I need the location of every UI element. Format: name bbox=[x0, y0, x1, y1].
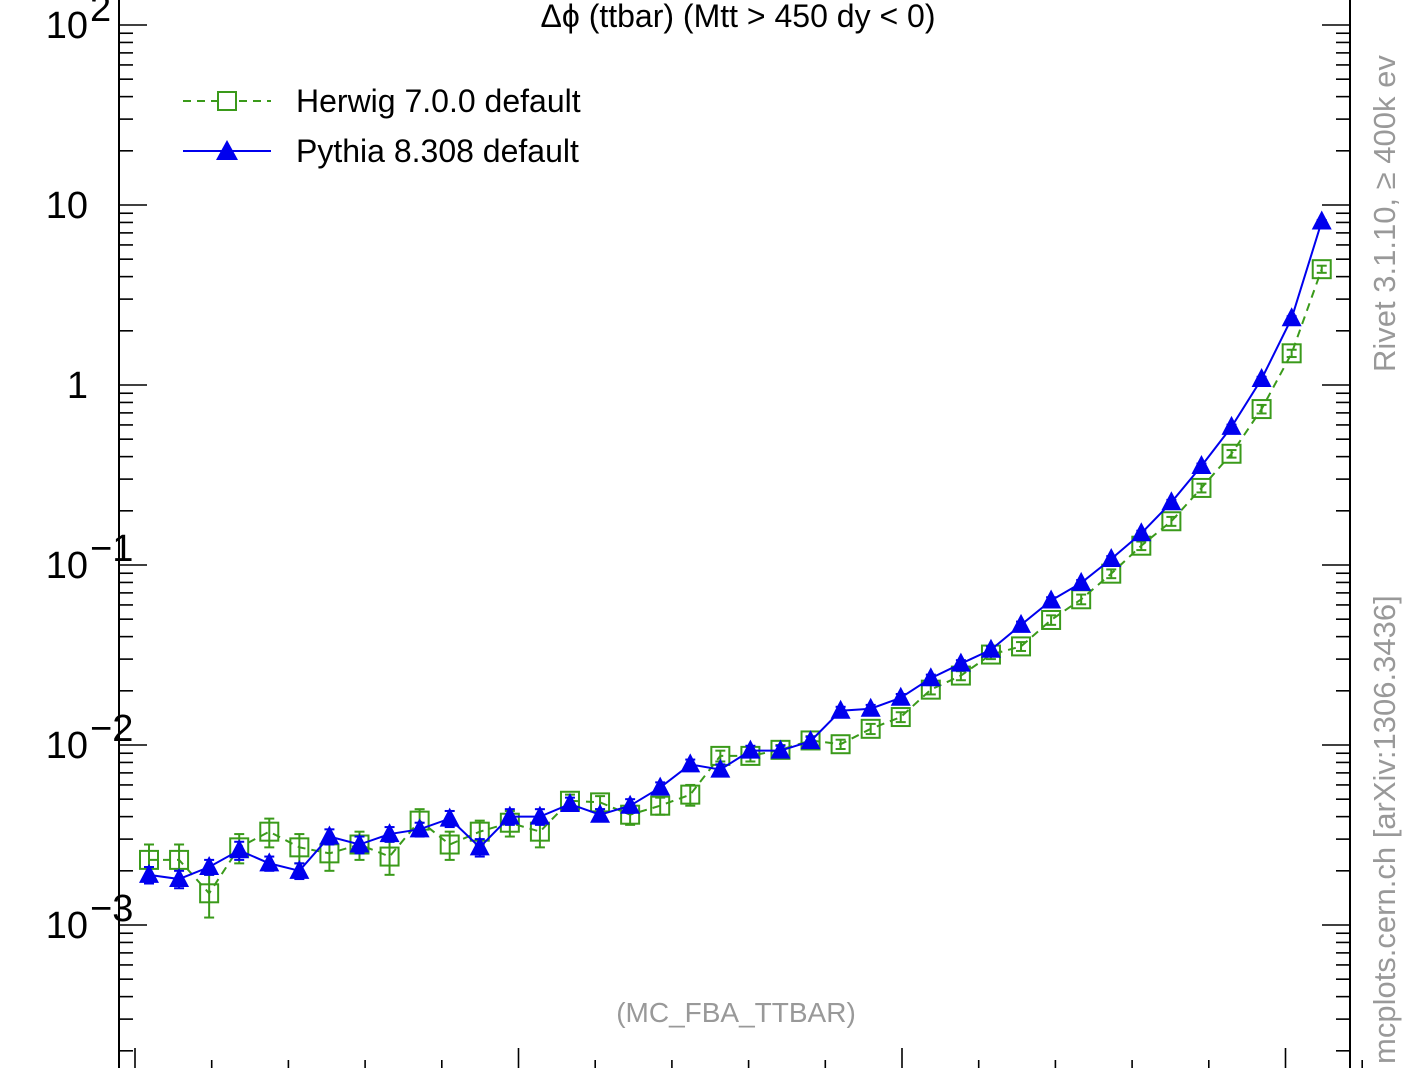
y-tick-exponent: −3 bbox=[90, 888, 133, 930]
y-tick-exponent: −1 bbox=[90, 528, 133, 570]
data-point bbox=[830, 734, 851, 755]
data-point bbox=[1101, 547, 1122, 567]
series-1 bbox=[139, 210, 1332, 890]
data-point bbox=[980, 638, 1001, 658]
y-tick-label: 10 bbox=[46, 185, 88, 227]
plot-frame bbox=[118, 0, 1351, 1068]
data-point bbox=[1281, 343, 1302, 364]
side-label-mcplots: mcplots.cern.ch [arXiv:1306.3436] bbox=[1367, 595, 1402, 1064]
data-point bbox=[1251, 399, 1272, 420]
data-point bbox=[529, 805, 550, 825]
series-line bbox=[149, 268, 1323, 895]
data-point bbox=[1311, 210, 1332, 230]
data-point bbox=[650, 776, 671, 796]
data-point bbox=[680, 784, 701, 805]
data-point bbox=[439, 807, 460, 827]
data-point bbox=[920, 667, 941, 687]
side-label-rivet: Rivet 3.1.10, ≥ 400k ev bbox=[1367, 55, 1402, 372]
data-point bbox=[1071, 571, 1092, 591]
data-point bbox=[710, 758, 731, 778]
series-line bbox=[148, 221, 1323, 881]
legend-herwig-label: Herwig 7.0.0 default bbox=[296, 83, 581, 119]
data-point bbox=[800, 730, 821, 750]
data-point bbox=[680, 753, 701, 773]
data-point bbox=[1161, 491, 1182, 511]
data-point bbox=[650, 795, 671, 816]
data-point bbox=[1161, 511, 1182, 532]
data-point bbox=[860, 718, 881, 739]
y-tick-label: 10 bbox=[46, 5, 88, 47]
data-point bbox=[379, 846, 400, 867]
data-point bbox=[229, 839, 250, 859]
series-0 bbox=[139, 259, 1332, 919]
y-tick-exponent: −2 bbox=[90, 708, 133, 750]
analysis-watermark: (MC_FBA_TTBAR) bbox=[616, 997, 856, 1028]
data-point bbox=[199, 856, 220, 876]
data-point bbox=[259, 852, 280, 872]
data-point bbox=[1311, 259, 1332, 280]
data-point bbox=[1251, 367, 1272, 387]
data-point bbox=[499, 805, 520, 825]
data-point bbox=[1221, 443, 1242, 464]
legend-pythia-label: Pythia 8.308 default bbox=[296, 133, 579, 169]
data-point bbox=[1131, 522, 1152, 542]
data-point bbox=[259, 821, 280, 842]
data-point bbox=[740, 739, 761, 759]
data-point bbox=[559, 793, 580, 813]
data-point bbox=[439, 834, 460, 855]
axis-ticks bbox=[119, 24, 1363, 1068]
data-point bbox=[1191, 477, 1212, 498]
data-point bbox=[169, 868, 190, 888]
legend: Herwig 7.0.0 default Pythia 8.308 defaul… bbox=[183, 83, 581, 169]
legend-pythia-marker bbox=[216, 140, 238, 160]
data-point bbox=[319, 825, 340, 845]
chart-title: Δϕ (ttbar) (Mtt > 450 dy < 0) bbox=[541, 0, 936, 34]
data-point bbox=[860, 697, 881, 717]
data-point bbox=[1041, 589, 1062, 609]
data-point bbox=[349, 833, 370, 853]
legend-herwig-marker bbox=[217, 91, 237, 111]
data-point bbox=[1221, 415, 1242, 435]
y-tick-exponent: 2 bbox=[90, 0, 111, 30]
data-point bbox=[1011, 613, 1032, 633]
data-point bbox=[469, 836, 490, 856]
series-layer bbox=[139, 210, 1332, 919]
data-point bbox=[590, 803, 611, 823]
data-point bbox=[199, 883, 220, 904]
data-point bbox=[409, 818, 430, 838]
data-point bbox=[139, 863, 159, 883]
data-point bbox=[1281, 307, 1302, 327]
data-point bbox=[830, 699, 851, 719]
y-tick-label: 1 bbox=[67, 365, 88, 407]
y-tick-label: 10 bbox=[46, 725, 88, 767]
y-tick-label: 10 bbox=[46, 905, 88, 947]
data-point bbox=[1041, 609, 1062, 630]
data-point bbox=[890, 686, 911, 706]
data-point bbox=[620, 794, 641, 814]
data-point bbox=[890, 707, 911, 728]
data-point bbox=[770, 739, 791, 759]
data-point bbox=[1191, 454, 1212, 474]
data-point bbox=[1011, 636, 1032, 657]
data-point bbox=[289, 837, 310, 858]
data-point bbox=[289, 859, 310, 879]
data-point bbox=[950, 652, 971, 672]
y-tick-label: 10 bbox=[46, 545, 88, 587]
data-point bbox=[379, 823, 400, 843]
